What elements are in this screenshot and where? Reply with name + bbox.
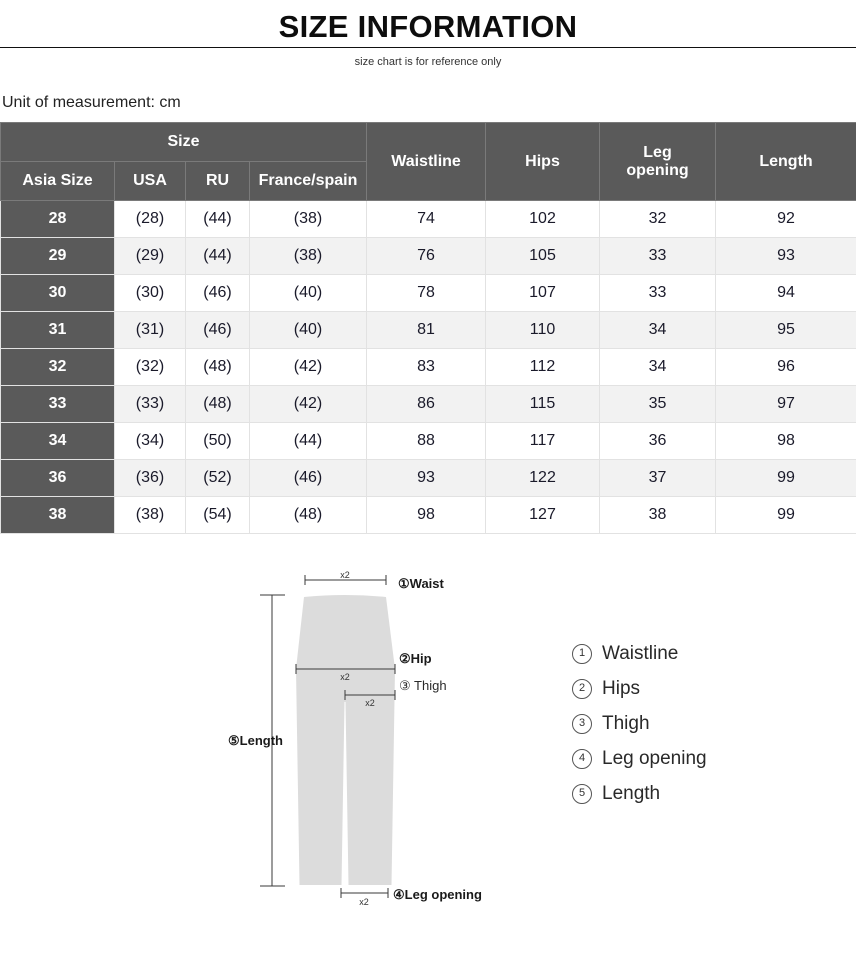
svg-text:x2: x2 — [365, 698, 375, 708]
svg-text:x2: x2 — [359, 897, 369, 907]
svg-text:x2: x2 — [340, 570, 350, 580]
svg-text:x2: x2 — [340, 672, 350, 682]
